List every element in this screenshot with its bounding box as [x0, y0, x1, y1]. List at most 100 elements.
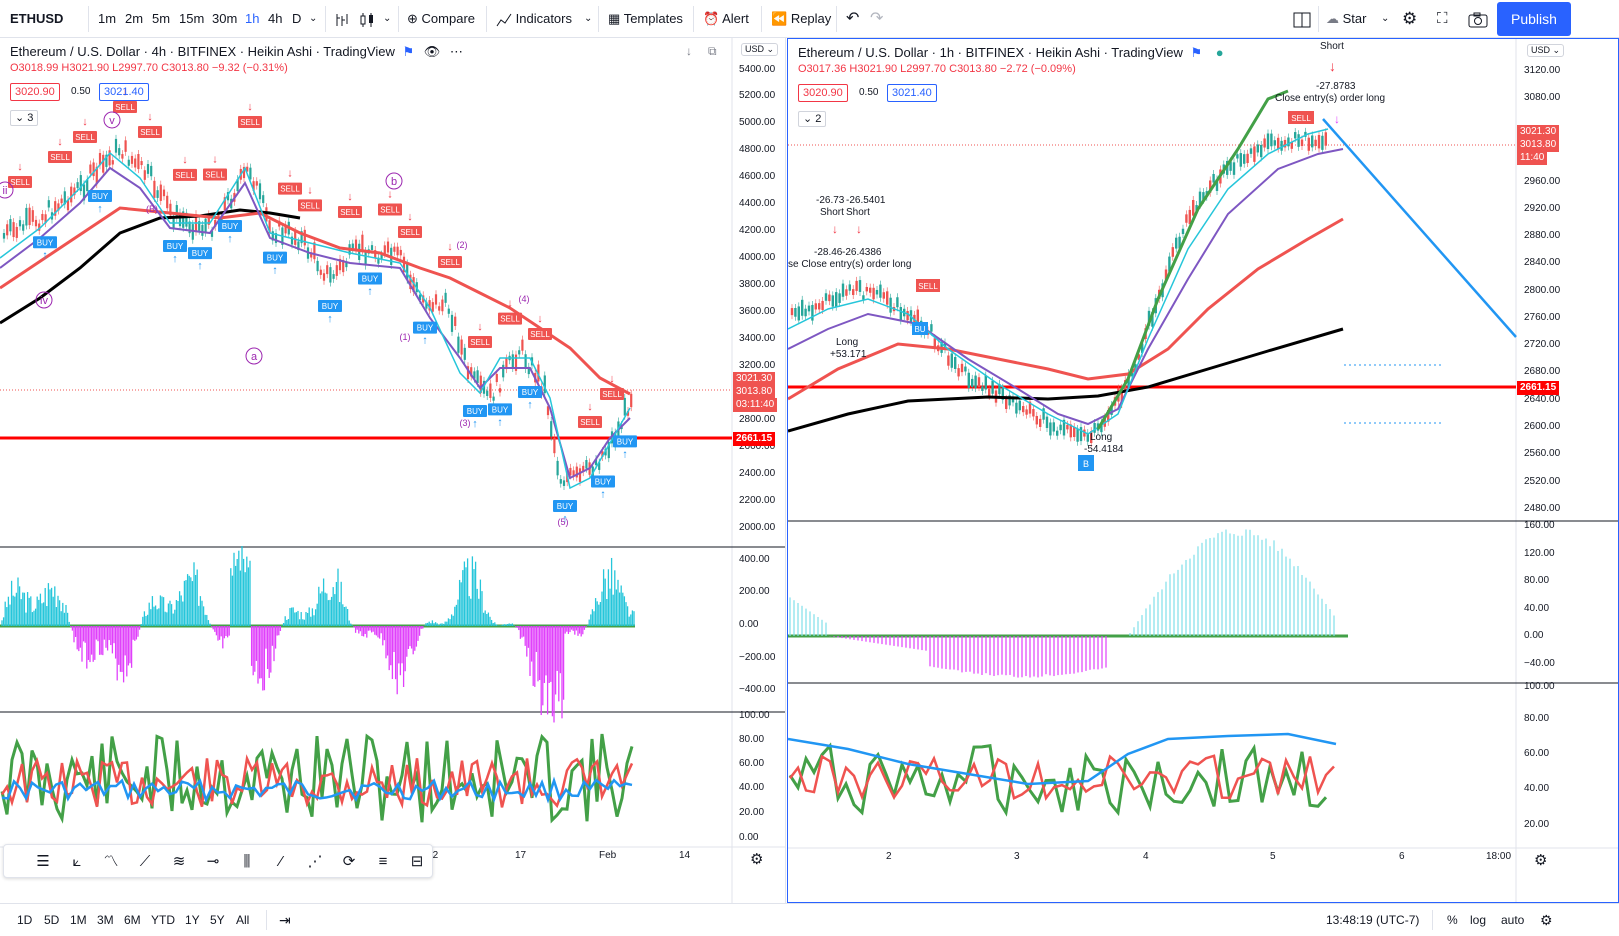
range-all[interactable]: All — [236, 913, 250, 927]
auto-toggle[interactable]: auto — [1501, 913, 1525, 927]
arrow-down-icon: ↓ — [507, 298, 513, 310]
right-bid-box[interactable]: 3020.90 — [798, 84, 848, 102]
lines-icon[interactable]: ☰ — [36, 853, 50, 870]
indicators-icon — [496, 13, 512, 26]
left-study-toggle[interactable]: ⌄ 3 — [10, 110, 39, 126]
sell-signal-label — [338, 206, 362, 218]
interval-2m[interactable]: 2m — [125, 11, 144, 26]
bottom-toolbar: 1D 5D 1M 3M 6M YTD 1Y 5Y All ⇥ 13:48:19 … — [0, 903, 1619, 935]
left-ask-box[interactable]: 3021.40 — [99, 83, 149, 101]
left-chart-canvas[interactable]: SELL ↓ BUY ↑ SELL ↓ SELL ↓ BUY ↑ SELL ↓ SELL ↓ BUY ↑ SEL… — [0, 38, 786, 903]
network-icon[interactable]: ⋰ — [307, 853, 323, 870]
alert-button[interactable]: ⏰ Alert — [703, 11, 749, 26]
camera-icon[interactable] — [1468, 0, 1488, 38]
pattern-icon[interactable]: ⟀ — [72, 853, 82, 870]
range-5d[interactable]: 5D — [44, 913, 60, 927]
right-price-tick: 2720.00 — [1524, 339, 1561, 350]
fib-icon[interactable]: ≋ — [172, 853, 186, 870]
horizontal-line-icon[interactable]: ⊸ — [206, 853, 220, 870]
range-ytd[interactable]: YTD — [151, 913, 175, 927]
more-icon[interactable]: ⋯ — [449, 44, 463, 59]
symbol-search[interactable]: ETHUSD — [10, 11, 64, 26]
levels-icon[interactable]: ≡ — [378, 853, 388, 870]
bar-style-icon[interactable] — [334, 0, 350, 38]
left-price-tick: 3800.00 — [739, 279, 776, 290]
settings-gear-icon[interactable]: ⚙ — [1534, 852, 1548, 869]
candles-icon[interactable] — [358, 0, 376, 38]
chevron-down-icon[interactable]: ⌄ — [1381, 13, 1390, 24]
ha-candle — [47, 200, 50, 208]
ha-candle — [865, 286, 868, 292]
flag-icon[interactable]: ⚑ — [402, 44, 415, 59]
eye-icon[interactable]: 👁 — [423, 44, 441, 59]
ha-candle — [198, 221, 201, 231]
range-1m[interactable]: 1M — [70, 913, 87, 927]
ha-candle — [41, 213, 44, 221]
buy-signal-text: BUY — [322, 302, 339, 311]
interval-1m[interactable]: 1m — [98, 11, 117, 26]
left-chart-title: Ethereum / U.S. Dollar · 4h · BITFINEX ·… — [10, 44, 463, 59]
ha-candle — [12, 222, 15, 238]
templates-button[interactable]: ▦ Templates — [608, 11, 683, 26]
ha-candle — [1005, 398, 1008, 410]
path-icon[interactable]: ⟋ — [139, 853, 151, 870]
chevron-down-icon[interactable]: ⌄ — [584, 13, 593, 24]
buy-signal-text: BUY — [167, 242, 184, 251]
interval-1h[interactable]: 1h — [245, 11, 260, 26]
ha-candle — [226, 192, 230, 201]
interval-5m[interactable]: 5m — [152, 11, 171, 26]
date-range-icon[interactable]: ⇥ — [279, 912, 291, 928]
maximize-icon[interactable]: ⧉ — [708, 44, 717, 58]
ha-candle — [393, 246, 396, 252]
range-1y[interactable]: 1Y — [185, 913, 200, 927]
interval-4h[interactable]: 4h — [268, 11, 283, 26]
redo-icon[interactable]: ↷ — [870, 10, 884, 27]
percent-toggle[interactable]: % — [1447, 913, 1458, 927]
ha-candle — [957, 368, 960, 377]
settings-gear-icon[interactable]: ⚙ — [1402, 9, 1418, 28]
currency-button[interactable]: USD ⌄ — [1527, 44, 1565, 57]
wave-icon[interactable]: 〽 — [103, 853, 119, 870]
right-chart-panel[interactable]: -26.73 -26.5401 Short Short ↓ ↓ -28.46 -26.4386… — [787, 38, 1619, 903]
currency-button[interactable]: USD ⌄ — [741, 43, 779, 56]
ha-candle — [178, 212, 182, 227]
chevron-down-icon[interactable]: ⌄ — [309, 13, 318, 24]
range-3m[interactable]: 3M — [97, 913, 114, 927]
arrow-up-icon: ↑ — [600, 489, 606, 501]
layout-icon[interactable] — [1293, 0, 1311, 38]
range-5y[interactable]: 5Y — [210, 913, 225, 927]
arrow-down-icon[interactable]: ↓ — [686, 44, 692, 58]
cycle-icon[interactable]: ⟳ — [342, 853, 356, 870]
right-ask-box[interactable]: 3021.40 — [887, 84, 937, 102]
trend-line-icon[interactable]: ⁄ — [279, 853, 283, 870]
interval-d[interactable]: D — [292, 11, 302, 26]
interval-15m[interactable]: 15m — [179, 11, 205, 26]
right-study-toggle[interactable]: ⌄ 2 — [798, 111, 827, 127]
flag-icon[interactable]: ⚑ — [1190, 45, 1203, 60]
left-chart-panel[interactable]: SELL ↓ BUY ↑ SELL ↓ SELL ↓ BUY ↑ SELL ↓ SELL ↓ BUY ↑ SEL… — [0, 38, 786, 903]
left-bid-box[interactable]: 3020.90 — [10, 83, 60, 101]
sell-signal-label — [73, 131, 97, 143]
clock-readout[interactable]: 13:48:19 (UTC-7) — [1326, 913, 1420, 927]
indicators-button[interactable]: Indicators — [496, 0, 572, 38]
log-toggle[interactable]: log — [1470, 913, 1487, 927]
compare-button[interactable]: ⊕ Compare — [407, 11, 475, 26]
range-1d[interactable]: 1D — [17, 913, 33, 927]
ha-candle — [797, 306, 800, 321]
bars-icon[interactable]: ⫼ — [243, 853, 251, 870]
star-button[interactable]: ☁ Star — [1326, 11, 1367, 26]
replay-button[interactable]: ⏪ Replay — [771, 11, 832, 26]
interval-30m[interactable]: 30m — [212, 11, 238, 26]
settings-gear-icon[interactable]: ⚙ — [750, 851, 764, 868]
settings-gear-icon[interactable]: ⚙ — [1540, 912, 1553, 928]
chevron-down-icon[interactable]: ⌄ — [383, 13, 392, 24]
right-price-tick: 2760.00 — [1524, 312, 1561, 323]
undo-icon[interactable]: ↶ — [846, 10, 860, 27]
ha-candle — [546, 406, 550, 416]
ha-candle — [1226, 160, 1229, 175]
publish-button[interactable]: Publish — [1497, 2, 1571, 36]
fullscreen-icon[interactable]: ⛶ — [1437, 10, 1448, 27]
range-6m[interactable]: 6M — [124, 913, 141, 927]
ranges-icon[interactable]: ⊟ — [410, 853, 424, 870]
